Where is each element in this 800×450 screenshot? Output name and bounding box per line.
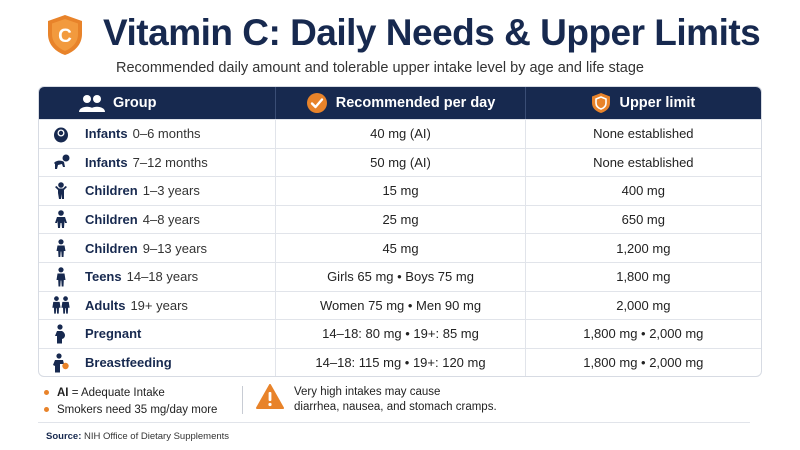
group-name: Infants (85, 154, 128, 170)
group-cell: Pregnant (39, 320, 277, 348)
warning-line-1: Very high intakes may cause (294, 386, 441, 398)
ai-abbreviation: AI (57, 386, 69, 399)
footer-divider (38, 422, 750, 423)
group-cell: Children 1–3 years (39, 177, 277, 205)
column-header-upper: Upper limit (526, 87, 761, 119)
source-label: Source: (46, 431, 82, 442)
group-age: 4–8 years (142, 212, 200, 228)
upper-limit-cell: None established (593, 126, 694, 142)
table-row: Infants 0–6 months 40 mg (AI) None establ… (39, 119, 761, 148)
table-row: Children 4–8 years 25 mg 650 mg (39, 204, 761, 234)
ai-definition: = Adequate Intake (68, 386, 165, 399)
group-cell: Infants 0–6 months (39, 120, 277, 148)
header: C Vitamin C: Daily Needs & Upper Limits … (0, 0, 800, 80)
recommended-cell: 50 mg (AI) (276, 148, 526, 177)
column-header-upper-label: Upper limit (619, 95, 696, 111)
group-age: 7–12 months (132, 154, 208, 170)
intake-table: Group Recommended per day Upper limit In… (38, 86, 762, 378)
group-name: Pregnant (85, 326, 142, 342)
child-icon (55, 210, 67, 229)
group-age: 19+ years (130, 297, 188, 313)
group-name: Adults (85, 297, 126, 313)
column-header-recommended-label: Recommended per day (335, 95, 496, 111)
logo-letter: C (58, 26, 72, 47)
table-row: Teens 14–18 years Girls 65 mg • Boys 75 m… (39, 261, 761, 291)
source-citation: Source: NIH Office of Dietary Supplement… (46, 431, 229, 442)
toddler-icon (55, 182, 67, 199)
group-cell: Teens 14–18 years (39, 262, 277, 291)
table-row: Adults 19+ years Women 75 mg • Men 90 mg … (39, 290, 761, 320)
bullet-dot-icon (44, 407, 49, 412)
child-icon (56, 238, 66, 257)
group-cell: Children 9–13 years (39, 234, 277, 262)
smokers-note: Smokers need 35 mg/day more (57, 403, 218, 416)
recommended-cell: 15 mg (276, 177, 526, 205)
group-name: Breastfeeding (85, 355, 172, 371)
group-age: 9–13 years (142, 240, 208, 256)
recommended-cell: 40 mg (AI) (276, 120, 526, 148)
warning-line-2: diarrhea, nausea, and stomach cramps. (294, 401, 497, 413)
group-name: Children (85, 183, 138, 199)
pregnant-icon (55, 324, 65, 344)
recommended-cell: 25 mg (276, 205, 526, 234)
upper-limit-cell: None established (593, 154, 694, 170)
upper-limit-cell: 1,800 mg • 2,000 mg (583, 326, 704, 342)
recommended-cell: 14–18: 80 mg • 19+: 85 mg (276, 320, 526, 348)
breastfeeding-icon (53, 352, 69, 373)
column-header-group: Group (39, 87, 277, 119)
recommended-cell: 14–18: 115 mg • 19+: 120 mg (276, 348, 526, 377)
footnote-ai: AI = Adequate Intake (44, 384, 217, 401)
bullet-dot-icon (44, 390, 49, 395)
group-age: 14–18 years (126, 269, 199, 285)
group-name: Infants (85, 126, 128, 142)
footnote-smokers: Smokers need 35 mg/day more (44, 401, 217, 418)
upper-limit-cell: 1,200 mg (616, 240, 671, 256)
table-row: Children 9–13 years 45 mg 1,200 mg (39, 233, 761, 262)
group-cell: Children 4–8 years (39, 205, 277, 234)
group-name: Teens (85, 269, 122, 285)
adults-icon (52, 296, 70, 314)
recommended-cell: Women 75 mg • Men 90 mg (276, 291, 526, 320)
group-name: Children (85, 212, 138, 228)
table-header: Group Recommended per day Upper limit (39, 87, 761, 119)
crawling-baby-icon (54, 154, 70, 170)
upper-limit-cell: 400 mg (621, 183, 665, 199)
table-row: Breastfeeding 14–18: 115 mg • 19+: 120 m… (39, 347, 761, 377)
vitamin-c-shield-icon: C (48, 15, 82, 55)
group-cell: Infants 7–12 months (39, 148, 277, 177)
shield-icon (592, 93, 611, 113)
teen-icon (56, 266, 66, 287)
table-row: Pregnant 14–18: 80 mg • 19+: 85 mg 1,800… (39, 319, 761, 348)
table-row: Children 1–3 years 15 mg 400 mg (39, 176, 761, 205)
warning-icon (256, 384, 284, 409)
column-header-group-label: Group (113, 95, 157, 111)
upper-limit-cell: 1,800 mg (616, 269, 671, 285)
page-title: Vitamin C: Daily Needs & Upper Limits (103, 12, 761, 53)
group-people-icon (79, 95, 105, 112)
group-name: Children (85, 240, 138, 256)
upper-limit-cell: 650 mg (621, 212, 665, 228)
page-subtitle: Recommended daily amount and tolerable u… (116, 60, 644, 76)
group-cell: Breastfeeding (39, 348, 277, 377)
group-age: 1–3 years (142, 183, 200, 199)
source-text: NIH Office of Dietary Supplements (81, 431, 230, 442)
upper-limit-cell: 1,800 mg • 2,000 mg (583, 355, 704, 371)
warning-text: Very high intakes may cause diarrhea, na… (294, 385, 497, 415)
table-row: Infants 7–12 months 50 mg (AI) None estab… (39, 147, 761, 177)
footnotes: AI = Adequate Intake Smokers need 35 mg/… (44, 384, 217, 418)
recommended-cell: Girls 65 mg • Boys 75 mg (276, 262, 526, 291)
group-age: 0–6 months (132, 126, 201, 142)
recommended-cell: 45 mg (276, 234, 526, 262)
infant-icon (54, 127, 68, 143)
group-cell: Adults 19+ years (39, 291, 277, 320)
column-header-recommended: Recommended per day (276, 87, 526, 119)
check-circle-icon (306, 93, 327, 113)
upper-limit-cell: 2,000 mg (616, 297, 671, 313)
footnote-divider (242, 386, 243, 414)
